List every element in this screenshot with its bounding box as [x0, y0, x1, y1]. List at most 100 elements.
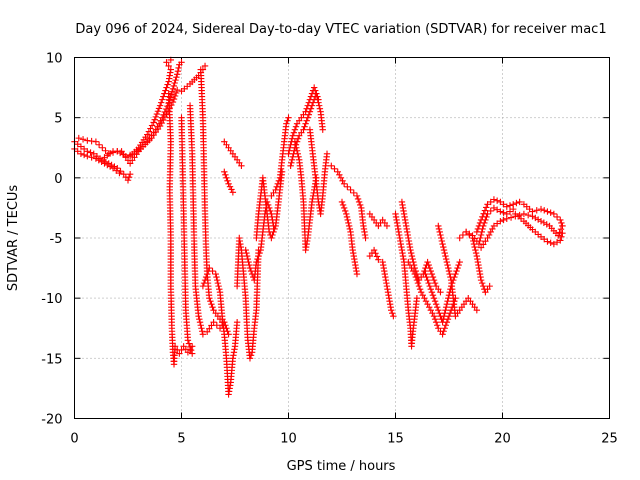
- data-point: [337, 174, 345, 182]
- data-point: [443, 300, 451, 308]
- series-track-l: [221, 168, 237, 196]
- data-point: [477, 231, 485, 239]
- data-point: [344, 216, 351, 224]
- data-point: [88, 154, 95, 161]
- data-point: [310, 84, 318, 91]
- data-point: [246, 261, 253, 269]
- series-track-o: [253, 168, 286, 242]
- data-point: [174, 71, 181, 78]
- data-point: [558, 233, 565, 240]
- data-point: [189, 350, 196, 357]
- data-point: [167, 66, 174, 73]
- data-point: [424, 276, 431, 284]
- data-point: [80, 145, 88, 153]
- data-point: [155, 105, 163, 112]
- data-point: [559, 229, 566, 237]
- data-point: [422, 297, 430, 305]
- data-point: [557, 237, 564, 244]
- data-point: [339, 177, 346, 185]
- data-point: [424, 258, 431, 266]
- data-point: [74, 140, 81, 148]
- data-point: [109, 165, 117, 172]
- y-tick-label: -15: [41, 352, 62, 367]
- data-point: [77, 150, 85, 157]
- data-point: [147, 125, 154, 132]
- data-point: [355, 198, 363, 206]
- data-point: [353, 270, 361, 278]
- data-point: [459, 231, 467, 239]
- data-point: [350, 189, 357, 197]
- data-point: [126, 171, 134, 178]
- y-tick-label: 10: [46, 52, 63, 67]
- data-point: [513, 199, 520, 207]
- data-point: [482, 238, 489, 245]
- data-point: [477, 234, 484, 242]
- data-point: [293, 144, 300, 151]
- data-point: [441, 310, 448, 317]
- data-point: [370, 246, 378, 254]
- data-point: [440, 328, 447, 335]
- data-point: [516, 211, 523, 219]
- x-tick-label: 5: [177, 432, 185, 447]
- data-point: [203, 270, 211, 278]
- y-tick-label: -20: [41, 413, 62, 428]
- data-point: [77, 143, 85, 150]
- data-point: [444, 297, 451, 305]
- data-point: [116, 169, 123, 177]
- data-point: [169, 98, 177, 106]
- data-point: [268, 234, 275, 242]
- data-point: [339, 201, 347, 209]
- data-point: [176, 350, 183, 357]
- data-point: [430, 276, 438, 284]
- data-point: [445, 267, 453, 275]
- data-point: [506, 202, 514, 209]
- data-point: [206, 294, 213, 302]
- series-track-v: [338, 198, 361, 278]
- data-point: [222, 171, 229, 179]
- data-point: [338, 198, 346, 206]
- data-point: [453, 267, 460, 275]
- data-point: [233, 319, 241, 326]
- data-point: [316, 105, 324, 112]
- data-point: [437, 288, 444, 296]
- y-tick-label: -10: [41, 292, 62, 307]
- y-tick-label: 5: [54, 112, 62, 127]
- data-point: [203, 328, 211, 336]
- data-point: [547, 239, 554, 247]
- data-point: [427, 285, 435, 293]
- data-point: [500, 209, 507, 216]
- data-point: [493, 220, 501, 227]
- data-point: [487, 207, 494, 215]
- data-point: [497, 217, 504, 225]
- data-point: [172, 89, 180, 97]
- data-point: [471, 243, 478, 251]
- data-point: [485, 231, 493, 239]
- data-point: [254, 255, 261, 263]
- data-point: [432, 319, 440, 326]
- data-point: [558, 219, 565, 227]
- data-point: [290, 129, 298, 136]
- data-point: [431, 297, 439, 305]
- data-point: [437, 234, 445, 242]
- series-track-j: [199, 264, 241, 398]
- data-point: [411, 270, 418, 278]
- data-point: [244, 255, 252, 263]
- data-point: [490, 204, 498, 212]
- data-point: [287, 162, 294, 169]
- data-point: [537, 233, 545, 240]
- data-point: [444, 261, 451, 269]
- series-track-x: [366, 246, 397, 320]
- data-point: [477, 244, 485, 251]
- data-point: [423, 273, 430, 281]
- data-point: [246, 264, 254, 272]
- data-point: [345, 219, 352, 227]
- data-point: [446, 270, 453, 278]
- data-point: [169, 85, 177, 92]
- data-point: [196, 316, 203, 323]
- data-point: [416, 285, 424, 293]
- data-point: [544, 208, 551, 215]
- data-point: [168, 88, 176, 95]
- data-point: [473, 307, 481, 314]
- data-point: [354, 195, 362, 203]
- series-track-ah: [512, 210, 566, 248]
